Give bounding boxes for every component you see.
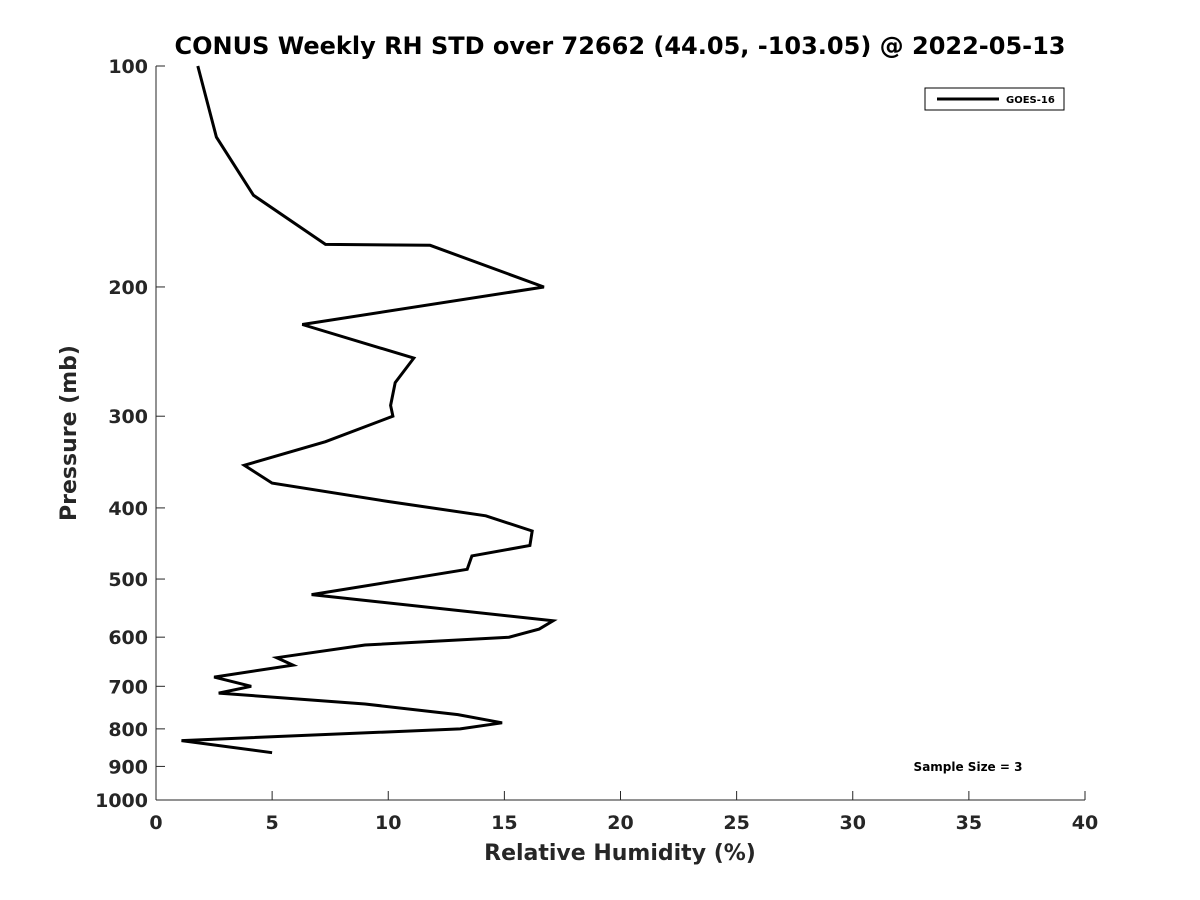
- y-tick-label-1000: 1000: [95, 790, 148, 812]
- x-tick-label-35: 35: [956, 812, 982, 834]
- chart-title: CONUS Weekly RH STD over 72662 (44.05, -…: [174, 32, 1065, 60]
- plot-area: 0 5 10 15 20 25 30 35 40 100 200 300 400 500 600 700 80…: [95, 56, 1098, 834]
- sample-size-annotation: Sample Size = 3: [914, 760, 1023, 774]
- legend: GOES-16: [924, 87, 1065, 111]
- x-tick-label-20: 20: [607, 812, 633, 834]
- series-layer: [181, 65, 558, 755]
- y-tick-label-100: 100: [108, 56, 148, 78]
- x-tick-label-15: 15: [491, 812, 517, 834]
- series-line-goes-16: [181, 65, 558, 755]
- y-axis-label: Pressure (mb): [57, 345, 82, 521]
- x-tick-label-30: 30: [840, 812, 866, 834]
- x-tick-label-25: 25: [723, 812, 749, 834]
- x-tick-label-10: 10: [375, 812, 401, 834]
- y-tick-label-300: 300: [108, 406, 148, 428]
- y-tick-label-500: 500: [108, 569, 148, 591]
- y-tick-label-700: 700: [108, 676, 148, 698]
- x-axis-label: Relative Humidity (%): [484, 841, 756, 866]
- y-tick-label-200: 200: [108, 277, 148, 299]
- x-tick-label-5: 5: [266, 812, 279, 834]
- y-tick-label-600: 600: [108, 627, 148, 649]
- legend-label-goes-16: GOES-16: [1006, 95, 1055, 106]
- y-tick-label-400: 400: [108, 498, 148, 520]
- x-axis-ticks: 0 5 10 15 20 25 30 35 40: [149, 791, 1098, 834]
- y-tick-label-800: 800: [108, 719, 148, 741]
- y-tick-label-900: 900: [108, 756, 148, 778]
- x-tick-label-40: 40: [1072, 812, 1098, 834]
- x-tick-label-0: 0: [149, 812, 162, 834]
- y-axis-ticks: 100 200 300 400 500 600 700 800 900 1000: [95, 56, 165, 812]
